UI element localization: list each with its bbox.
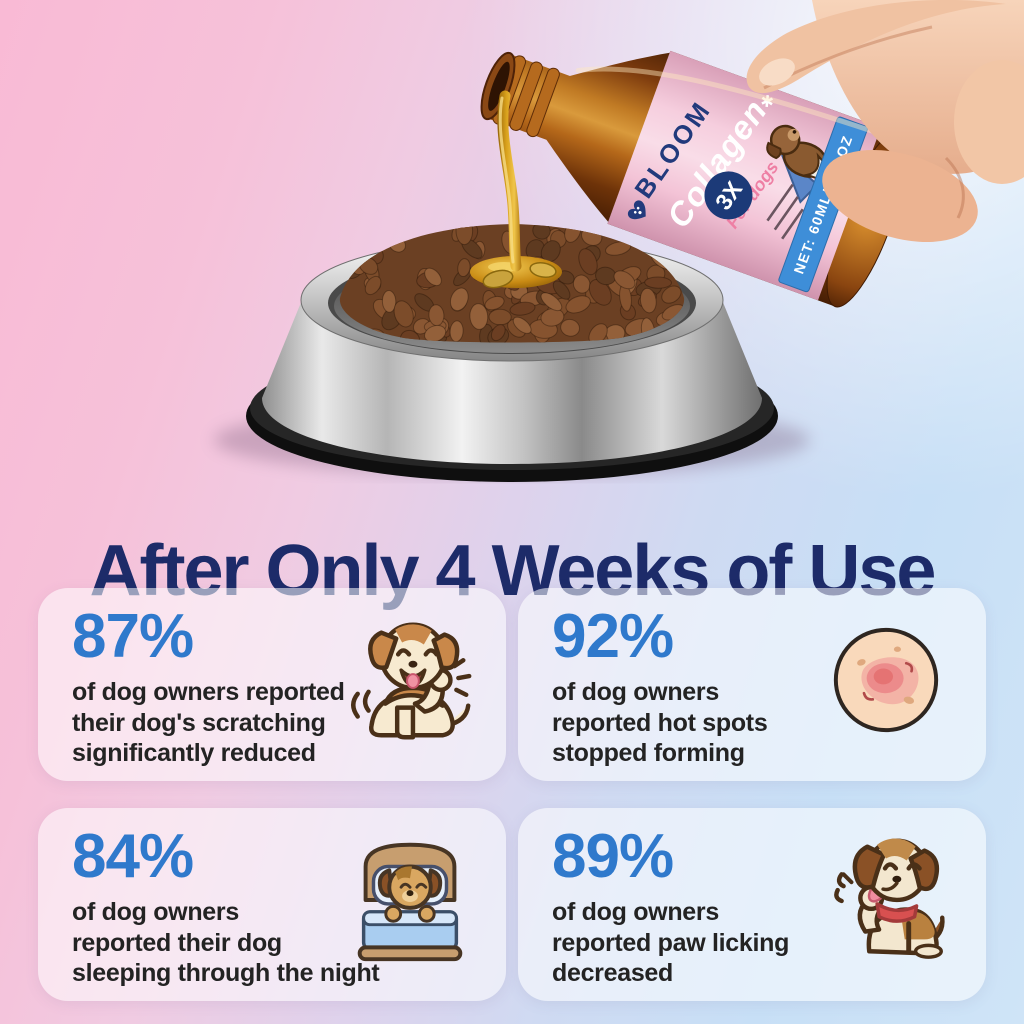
stat-card-paw-licking: 89% of dog owners reported paw licking d… <box>518 808 986 1001</box>
label-subtext: For dogs <box>722 158 783 233</box>
bottle-neck <box>486 54 572 141</box>
thumb <box>746 0 1006 94</box>
bowl-rim <box>300 238 724 362</box>
hero-scene: BLOOM Collagen ✱ For dogs 3X <box>214 0 1024 482</box>
label-fine-print <box>766 183 804 240</box>
stat-description: of dog owners reported their dog's scrat… <box>72 678 345 767</box>
brand-heart-paw-icon <box>627 200 646 220</box>
strength-badge <box>704 171 753 220</box>
brand-name-text: BLOOM <box>628 95 717 204</box>
strength-badge-text: 3X <box>710 176 748 214</box>
product-name-asterisk: ✱ <box>757 91 779 112</box>
bottle-base <box>826 132 907 308</box>
hot-spot-icon <box>820 614 952 746</box>
stats-grid: 87% of dog owners reported their dog's s… <box>38 588 986 1001</box>
bottle-mouth <box>480 51 516 121</box>
stat-card-hot-spots: 92% of dog owners reported hot spots sto… <box>518 588 986 781</box>
dog-bowl <box>246 224 778 482</box>
stat-description: of dog owners reported paw licking decre… <box>552 898 790 987</box>
stat-percent: 92% <box>552 602 674 671</box>
capsule <box>529 261 557 279</box>
paw-licking-dog-icon <box>812 822 960 972</box>
oil-stream <box>497 90 522 272</box>
thumbnail <box>759 58 795 86</box>
glass-highlight <box>575 66 891 140</box>
pouring-hand <box>746 0 1024 243</box>
index-finger <box>822 149 978 243</box>
net-contents-text: NET: 60ML/2FL OZ <box>790 133 855 276</box>
palm <box>812 0 1024 174</box>
bowl-shadow <box>214 404 810 476</box>
stat-percent: 87% <box>72 602 194 671</box>
stat-card-sleep: 84% of dog owners reported their dog sle… <box>38 808 506 1001</box>
stat-card-scratching: 87% of dog owners reported their dog's s… <box>38 588 506 781</box>
kibble-mound <box>339 224 685 343</box>
capsule <box>482 269 514 289</box>
product-name-text: Collagen <box>659 92 774 234</box>
bottle-body <box>607 50 898 307</box>
scratching-dog-icon <box>336 606 484 756</box>
net-contents-banner <box>778 116 868 293</box>
rubber-base <box>246 350 778 482</box>
stat-description: of dog owners reported hot spots stopped… <box>552 678 768 767</box>
stat-percent: 84% <box>72 822 194 891</box>
stat-percent: 89% <box>552 822 674 891</box>
oil-pool <box>470 256 562 288</box>
stat-description: of dog owners reported their dog sleepin… <box>72 898 380 987</box>
bottle-label: BLOOM Collagen ✱ For dogs 3X <box>607 50 881 301</box>
bottle-shoulder <box>546 52 670 222</box>
kibble <box>339 224 685 343</box>
steel-bowl-wall <box>262 300 762 464</box>
supplement-bottle: BLOOM Collagen ✱ For dogs 3X <box>480 50 907 308</box>
label-dog-art-icon <box>766 124 830 204</box>
sleeping-dog-in-bed-icon <box>336 826 484 976</box>
